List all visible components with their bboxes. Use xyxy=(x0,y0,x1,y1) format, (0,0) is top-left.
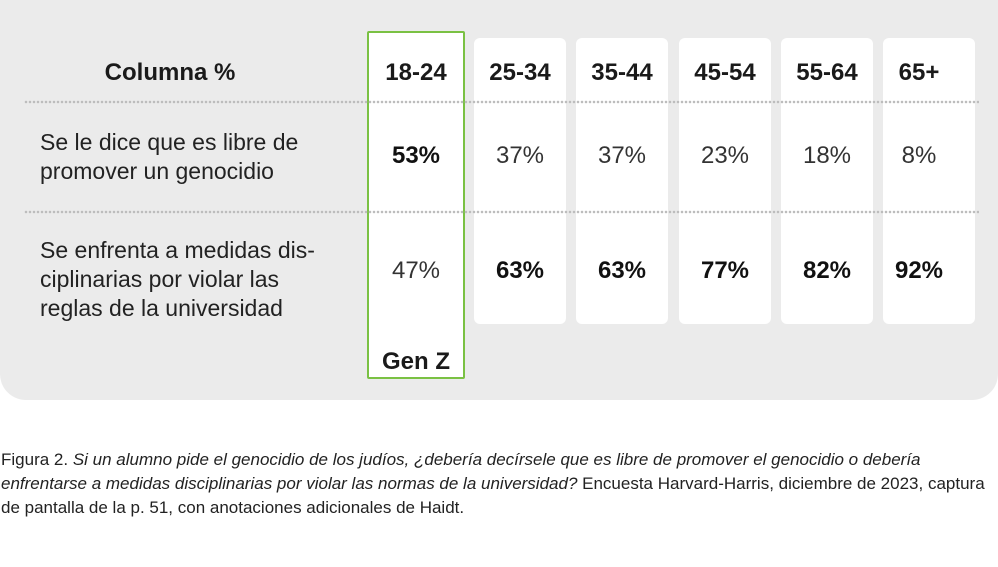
table-cell: 8% xyxy=(901,142,937,169)
column-header: 25-34 xyxy=(489,59,551,86)
column-bg-35-44 xyxy=(576,38,668,324)
table-cell: 47% xyxy=(391,257,441,284)
column-bg-55-64 xyxy=(781,38,873,324)
gen-z-label: Gen Z xyxy=(381,348,450,375)
caption-question: Si un alumno pide el genocidio de los ju… xyxy=(1,450,921,493)
column-bg-45-54 xyxy=(679,38,771,324)
table-cell: 77% xyxy=(700,257,750,284)
table-cell: 37% xyxy=(495,142,545,169)
header-label: Columna % xyxy=(104,59,236,86)
caption-source: Encuesta Harvard-Harris, diciembre de 20… xyxy=(1,474,985,517)
column-header: 65+ xyxy=(898,59,940,86)
caption-prefix: Figura 2. xyxy=(1,450,73,469)
row-label: Se le dice que es libre de promover un g… xyxy=(40,129,299,184)
table-cell: 63% xyxy=(597,257,647,284)
table-cell: 63% xyxy=(495,257,545,284)
row-label: Se enfrenta a medidas dis- ciplinarias p… xyxy=(40,237,315,321)
column-bg-25-34 xyxy=(474,38,566,324)
table-cell: 53% xyxy=(391,142,441,169)
table-cell: 23% xyxy=(700,142,750,169)
table-cell: 82% xyxy=(802,257,852,284)
column-header: 18-24 xyxy=(385,59,447,86)
column-bg-65-plus xyxy=(883,38,975,324)
table-cell: 37% xyxy=(597,142,647,169)
figure-caption: Figura 2. Si un alumno pide el genocidio… xyxy=(1,448,991,520)
header-divider xyxy=(24,100,979,104)
column-header: 45-54 xyxy=(694,59,756,86)
table-cell: 92% xyxy=(894,257,944,284)
column-header: 35-44 xyxy=(591,59,653,86)
gen-z-highlight-box xyxy=(367,31,465,379)
row-divider xyxy=(24,210,979,214)
column-header: 55-64 xyxy=(796,59,858,86)
table-cell: 18% xyxy=(802,142,852,169)
